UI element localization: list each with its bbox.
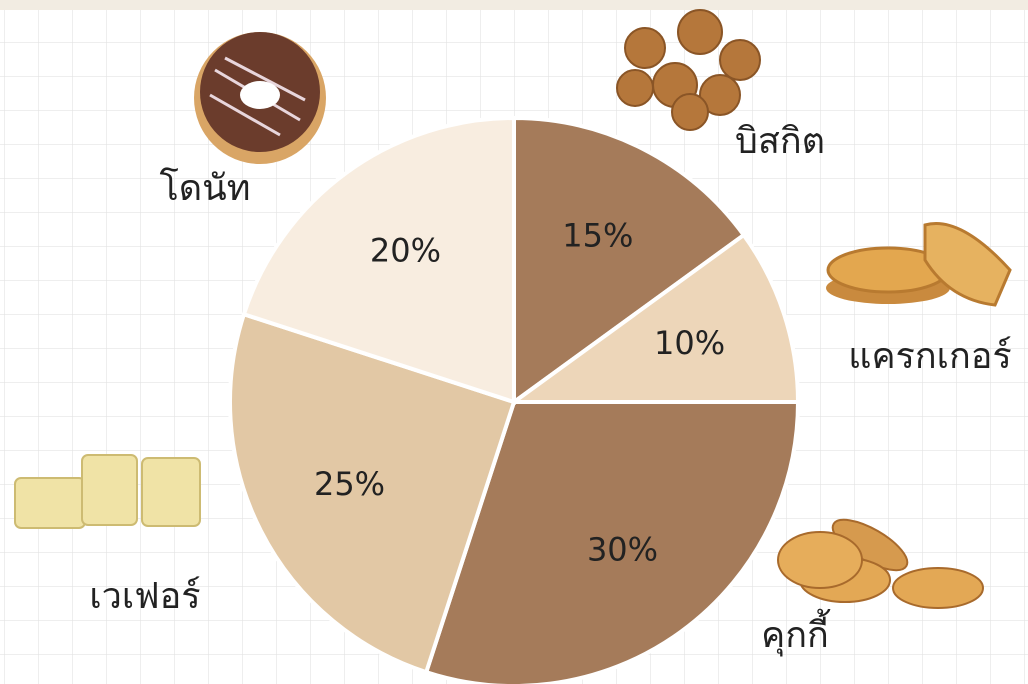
value-label: 25% [314,465,385,503]
wafer-icon [14,454,201,529]
category-label: บิสกิต [735,121,825,162]
category-label: โดนัท [159,167,250,209]
cookie-icon [777,518,984,609]
pie-slice [512,115,747,406]
value-label: 15% [562,217,633,255]
pie-slice [423,400,801,684]
category-label: แครกเกอร์ [848,336,1011,377]
category-label: เวเฟอร์ [89,576,200,617]
pie-slice [228,311,517,675]
biscuit-icon [616,9,761,131]
cracker-icon [826,222,1012,307]
value-label: 20% [370,232,441,270]
donut-icon [194,32,326,164]
pie-slice [241,115,516,405]
pie-slice [507,232,801,404]
top-strip [0,0,1028,10]
value-label: 10% [654,324,725,362]
value-label: 30% [587,530,658,568]
category-label: คุกกี้ [761,608,831,657]
